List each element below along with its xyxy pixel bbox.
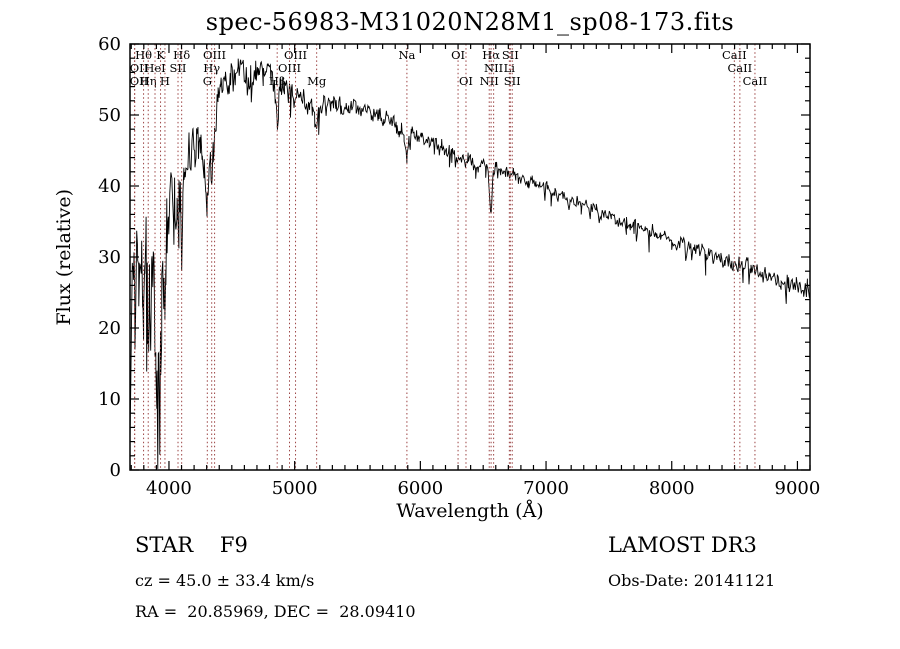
y-tick-label: 20	[98, 318, 121, 339]
y-tick-label: 10	[98, 389, 121, 410]
spectral-line-label: CaII	[743, 74, 768, 88]
spectral-line-label: Hθ	[135, 48, 152, 62]
spectral-line-label: K	[156, 48, 165, 62]
spectral-line-label: Hη	[140, 74, 157, 88]
y-tick-label: 40	[98, 176, 121, 197]
plot-frame	[129, 43, 811, 471]
x-tick-label: 6000	[397, 478, 443, 499]
y-tick-label: 30	[98, 247, 121, 268]
cz-value: cz = 45.0 ± 33.4 km/s	[135, 571, 315, 590]
ra-dec-coords: RA = 20.85969, DEC = 28.09410	[135, 602, 416, 621]
x-tick-label: 7000	[523, 478, 569, 499]
obs-date: Obs-Date: 20141121	[608, 571, 776, 590]
y-axis-label: Flux (relative)	[53, 188, 75, 326]
spectral-line-label: CaII	[722, 48, 747, 62]
spectral-line-label: Hγ	[203, 61, 220, 75]
spectrum-trace	[129, 58, 811, 469]
spectral-line-label: NII	[480, 74, 499, 88]
spectral-line-label: Hα	[482, 48, 500, 62]
spectral-line-label: G	[203, 74, 212, 88]
page-title: spec-56983-M31020N28M1_sp08-173.fits	[205, 8, 735, 36]
spectral-line-label: OI	[451, 48, 465, 62]
x-tick-label: 4000	[146, 478, 192, 499]
object-class-label: STAR F9	[135, 533, 248, 557]
spectral-line-label: H	[160, 74, 170, 88]
y-tick-label: 60	[98, 34, 121, 55]
spectral-line-label: CaII	[727, 61, 752, 75]
spectral-line-label: SII	[504, 74, 521, 88]
spectral-line-label: OIII	[284, 48, 307, 62]
x-tick-label: 5000	[272, 478, 318, 499]
spectral-line-label: OI	[459, 74, 473, 88]
y-tick-label: 50	[98, 105, 121, 126]
spectral-line-label: NII	[484, 61, 503, 75]
spectral-line-label: Hδ	[173, 48, 190, 62]
spectral-line-label: Na	[398, 48, 415, 62]
spectral-line-label: OIII	[278, 61, 301, 75]
y-tick-label: 0	[110, 460, 121, 481]
spectral-line-label: HeI	[144, 61, 165, 75]
x-axis-label: Wavelength (Å)	[396, 500, 544, 522]
survey-label: LAMOST DR3	[608, 533, 757, 557]
spectral-line-label: Mg	[307, 74, 327, 88]
x-tick-label: 9000	[775, 478, 821, 499]
spectral-line-label: OIII	[203, 48, 226, 62]
spectral-line-label: SII	[170, 61, 187, 75]
spectral-line-label: Hβ	[269, 74, 286, 88]
x-tick-label: 8000	[649, 478, 695, 499]
spectral-line-label: SII	[502, 48, 519, 62]
spectral-line-label: Li	[504, 61, 516, 75]
